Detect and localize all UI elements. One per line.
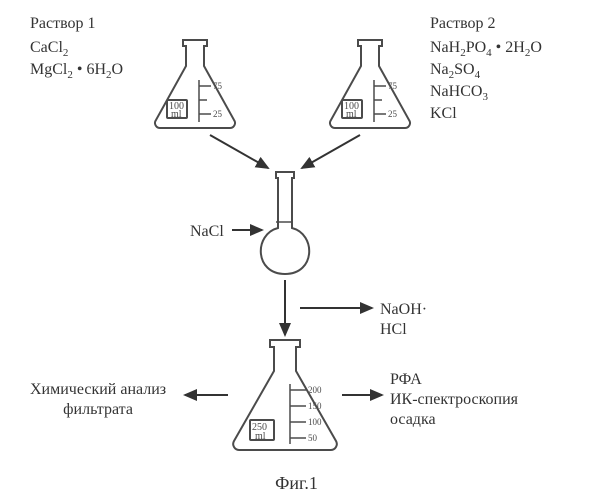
volumetric-flask-icon — [261, 172, 309, 274]
flask-icon-solution1: 75 25 100 ml — [155, 40, 235, 128]
svg-text:200: 200 — [308, 385, 322, 395]
flask-icon-solution2: 75 25 100 ml — [330, 40, 410, 128]
svg-text:100: 100 — [308, 417, 322, 427]
svg-text:ml: ml — [171, 109, 182, 120]
svg-text:25: 25 — [213, 109, 223, 119]
svg-text:75: 75 — [213, 81, 223, 91]
svg-text:150: 150 — [308, 401, 322, 411]
arrow-sol2-to-mix — [302, 135, 360, 168]
svg-text:ml: ml — [346, 109, 357, 120]
svg-text:ml: ml — [255, 431, 266, 442]
svg-text:50: 50 — [308, 433, 318, 443]
flask-icon-large: 200 150 100 50 250 ml — [233, 340, 337, 450]
svg-text:25: 25 — [388, 109, 398, 119]
diagram-svg: 75 25 100 ml 75 25 100 ml 200 150 100 5 — [0, 0, 593, 500]
svg-text:75: 75 — [388, 81, 398, 91]
arrow-sol1-to-mix — [210, 135, 268, 168]
